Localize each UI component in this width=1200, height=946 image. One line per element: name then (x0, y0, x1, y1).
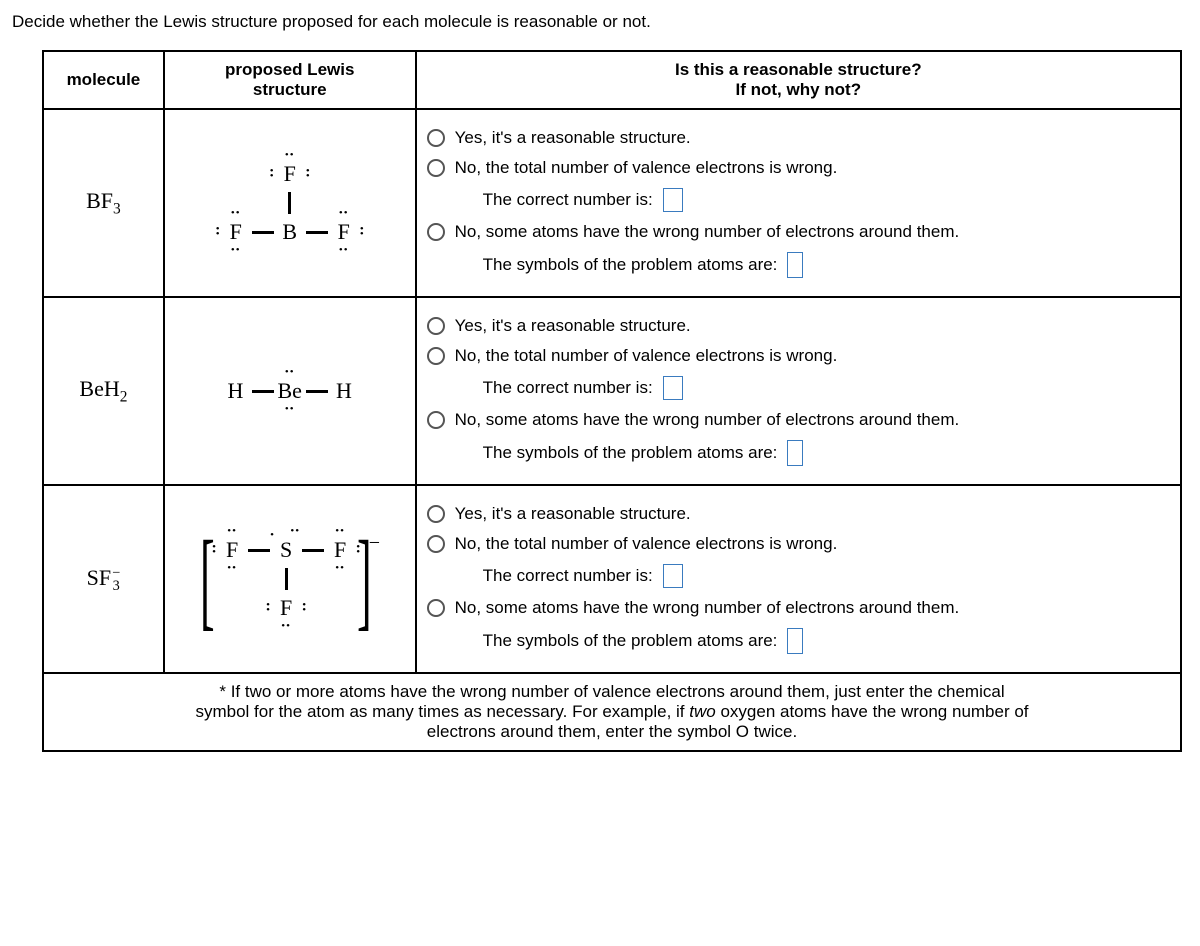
footnote-text: * If two or more atoms have the wrong nu… (43, 673, 1181, 751)
question-prompt: Decide whether the Lewis structure propo… (12, 12, 1188, 32)
footnote-row: * If two or more atoms have the wrong nu… (43, 673, 1181, 751)
radio-yes[interactable] (427, 317, 445, 335)
footnote-l2b: oxygen atoms have the wrong number of (716, 702, 1029, 721)
opt-yes-label: Yes, it's a reasonable structure. (455, 504, 691, 524)
opt-no-valence-label: No, the total number of valence electron… (455, 534, 838, 554)
correct-number-input[interactable] (663, 376, 683, 400)
radio-no-valence[interactable] (427, 535, 445, 553)
table-row: BF3 •• •• •• F •• (43, 109, 1181, 297)
molecule-formula: BF3 (43, 109, 164, 297)
lewis-table: molecule proposed Lewis structure Is thi… (42, 50, 1182, 752)
correct-number-label: The correct number is: (483, 566, 653, 586)
problem-atoms-label: The symbols of the problem atoms are: (483, 255, 778, 275)
header-structure-l2: structure (253, 80, 327, 99)
radio-no-atoms[interactable] (427, 411, 445, 429)
header-structure-l1: proposed Lewis (225, 60, 354, 79)
opt-no-atoms-label: No, some atoms have the wrong number of … (455, 222, 960, 242)
footnote-l1: * If two or more atoms have the wrong nu… (219, 682, 1004, 701)
lewis-structure-sf3: [ •• •• •• F •• • (164, 485, 416, 673)
col-header-molecule: molecule (43, 51, 164, 109)
opt-no-valence-label: No, the total number of valence electron… (455, 158, 838, 178)
footnote-em: two (689, 702, 715, 721)
radio-no-atoms[interactable] (427, 223, 445, 241)
header-answer-l2: If not, why not? (736, 80, 862, 99)
footnote-l2a: symbol for the atom as many times as nec… (195, 702, 689, 721)
footnote-l3: electrons around them, enter the symbol … (427, 722, 797, 741)
molecule-formula: BeH2 (43, 297, 164, 485)
radio-yes[interactable] (427, 129, 445, 147)
problem-atoms-input[interactable] (787, 252, 803, 278)
correct-number-label: The correct number is: (483, 190, 653, 210)
answer-cell: Yes, it's a reasonable structure. No, th… (416, 109, 1181, 297)
lewis-structure-beh2: H •• •• Be H (164, 297, 416, 485)
opt-no-atoms-label: No, some atoms have the wrong number of … (455, 598, 960, 618)
opt-no-valence-label: No, the total number of valence electron… (455, 346, 838, 366)
correct-number-input[interactable] (663, 564, 683, 588)
problem-atoms-label: The symbols of the problem atoms are: (483, 443, 778, 463)
opt-no-atoms-label: No, some atoms have the wrong number of … (455, 410, 960, 430)
correct-number-label: The correct number is: (483, 378, 653, 398)
lewis-structure-bf3: •• •• •• F •• •• •• F (164, 109, 416, 297)
radio-no-valence[interactable] (427, 347, 445, 365)
answer-cell: Yes, it's a reasonable structure. No, th… (416, 297, 1181, 485)
molecule-formula: SF−3 (43, 485, 164, 673)
correct-number-input[interactable] (663, 188, 683, 212)
table-row: SF−3 [ •• •• •• F (43, 485, 1181, 673)
col-header-structure: proposed Lewis structure (164, 51, 416, 109)
radio-yes[interactable] (427, 505, 445, 523)
opt-yes-label: Yes, it's a reasonable structure. (455, 316, 691, 336)
radio-no-atoms[interactable] (427, 599, 445, 617)
problem-atoms-label: The symbols of the problem atoms are: (483, 631, 778, 651)
table-row: BeH2 H •• •• Be H (43, 297, 1181, 485)
problem-atoms-input[interactable] (787, 440, 803, 466)
answer-cell: Yes, it's a reasonable structure. No, th… (416, 485, 1181, 673)
opt-yes-label: Yes, it's a reasonable structure. (455, 128, 691, 148)
radio-no-valence[interactable] (427, 159, 445, 177)
problem-atoms-input[interactable] (787, 628, 803, 654)
col-header-answer: Is this a reasonable structure? If not, … (416, 51, 1181, 109)
header-answer-l1: Is this a reasonable structure? (675, 60, 922, 79)
